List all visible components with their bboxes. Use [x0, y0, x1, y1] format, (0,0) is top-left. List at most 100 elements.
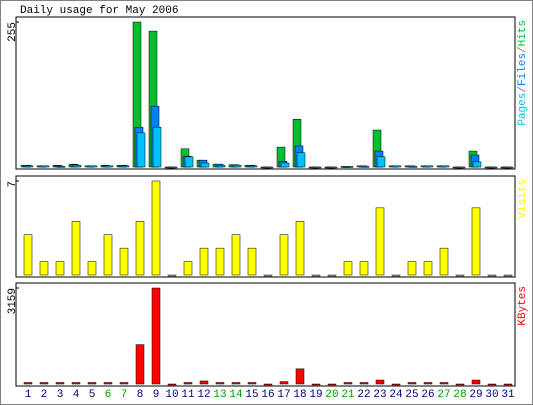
bar — [440, 165, 450, 168]
bar — [184, 156, 194, 168]
bar — [328, 166, 338, 169]
bar — [135, 344, 145, 385]
x-tick-label: 23 — [373, 389, 386, 401]
bar — [23, 382, 33, 385]
legend-separator: / — [517, 46, 529, 53]
bar — [376, 156, 386, 168]
bar — [327, 383, 337, 386]
bar — [23, 234, 33, 276]
x-tick-label: 9 — [153, 389, 160, 401]
bar — [423, 261, 433, 276]
x-tick-label: 12 — [197, 389, 210, 401]
bar — [231, 382, 241, 385]
bar — [279, 381, 289, 385]
bar — [360, 166, 370, 168]
bar — [471, 379, 481, 385]
bar — [247, 247, 257, 276]
bar — [56, 166, 66, 168]
bar — [87, 261, 97, 276]
bar — [71, 382, 81, 385]
bar — [312, 166, 322, 169]
bar — [503, 383, 513, 386]
bar — [471, 207, 481, 276]
x-tick-label: 28 — [453, 389, 466, 401]
bar — [472, 161, 482, 168]
x-tick-label: 5 — [89, 389, 96, 401]
legend-entry: Pages — [517, 93, 529, 126]
bar — [215, 382, 225, 385]
x-tick-label: 16 — [261, 389, 274, 401]
chart-title: Daily usage for May 2006 — [20, 5, 178, 17]
bar — [279, 234, 289, 276]
bar — [503, 274, 513, 277]
bar — [359, 382, 369, 385]
bar — [408, 166, 418, 168]
x-tick-label: 8 — [137, 389, 144, 401]
x-tick-label: 2 — [41, 389, 48, 401]
bar — [392, 165, 402, 168]
bar — [311, 274, 321, 277]
bar — [488, 166, 498, 169]
bar — [167, 383, 177, 386]
bar — [375, 379, 385, 385]
bar — [296, 152, 306, 168]
bar — [375, 207, 385, 276]
bar — [455, 274, 465, 277]
x-tick-label: 29 — [469, 389, 482, 401]
bar — [200, 162, 210, 168]
bar — [40, 165, 50, 168]
bar — [120, 165, 130, 168]
bar — [295, 221, 305, 276]
bar — [231, 234, 241, 276]
bar — [343, 382, 353, 385]
bar — [280, 162, 290, 168]
x-tick-label: 4 — [73, 389, 80, 401]
bar — [359, 261, 369, 276]
bar — [248, 165, 258, 168]
bar — [152, 126, 162, 168]
bar — [263, 383, 273, 386]
x-tick-label: 27 — [437, 389, 450, 401]
bar — [151, 180, 161, 276]
bar — [55, 382, 65, 385]
bar — [343, 261, 353, 276]
bar — [311, 383, 321, 386]
x-tick-label: 26 — [421, 389, 434, 401]
bar — [456, 166, 466, 169]
bar — [88, 165, 98, 168]
x-tick-label: 21 — [341, 389, 355, 401]
x-tick-label: 18 — [293, 389, 306, 401]
bar — [24, 165, 34, 168]
bar — [264, 166, 274, 169]
x-tick-label: 1 — [25, 389, 32, 401]
x-tick-label: 20 — [325, 389, 338, 401]
x-tick-label: 17 — [277, 389, 290, 401]
bar — [344, 166, 354, 168]
bar — [263, 274, 273, 277]
legend-entry: Files — [517, 53, 529, 86]
bar — [424, 165, 434, 168]
bar — [119, 247, 129, 276]
legend: Visits — [517, 179, 529, 219]
bar — [119, 382, 129, 385]
legend-entry: Visits — [517, 179, 529, 219]
y-tick-label: 7 — [7, 181, 19, 188]
y-tick-label: 255 — [7, 22, 19, 42]
bar — [183, 261, 193, 276]
bar — [183, 382, 193, 385]
bar — [391, 383, 401, 386]
bar — [487, 274, 497, 277]
bar — [439, 382, 449, 385]
bar — [215, 247, 225, 276]
bar — [455, 383, 465, 386]
legend-separator: / — [517, 86, 529, 93]
x-tick-label: 3 — [57, 389, 64, 401]
bar — [391, 274, 401, 277]
x-tick-label: 31 — [501, 389, 515, 401]
bar — [72, 165, 82, 168]
bar — [103, 382, 113, 385]
x-tick-label: 11 — [181, 389, 195, 401]
legend-entry: KBytes — [517, 286, 529, 326]
bar — [216, 165, 226, 168]
bar — [504, 166, 514, 169]
